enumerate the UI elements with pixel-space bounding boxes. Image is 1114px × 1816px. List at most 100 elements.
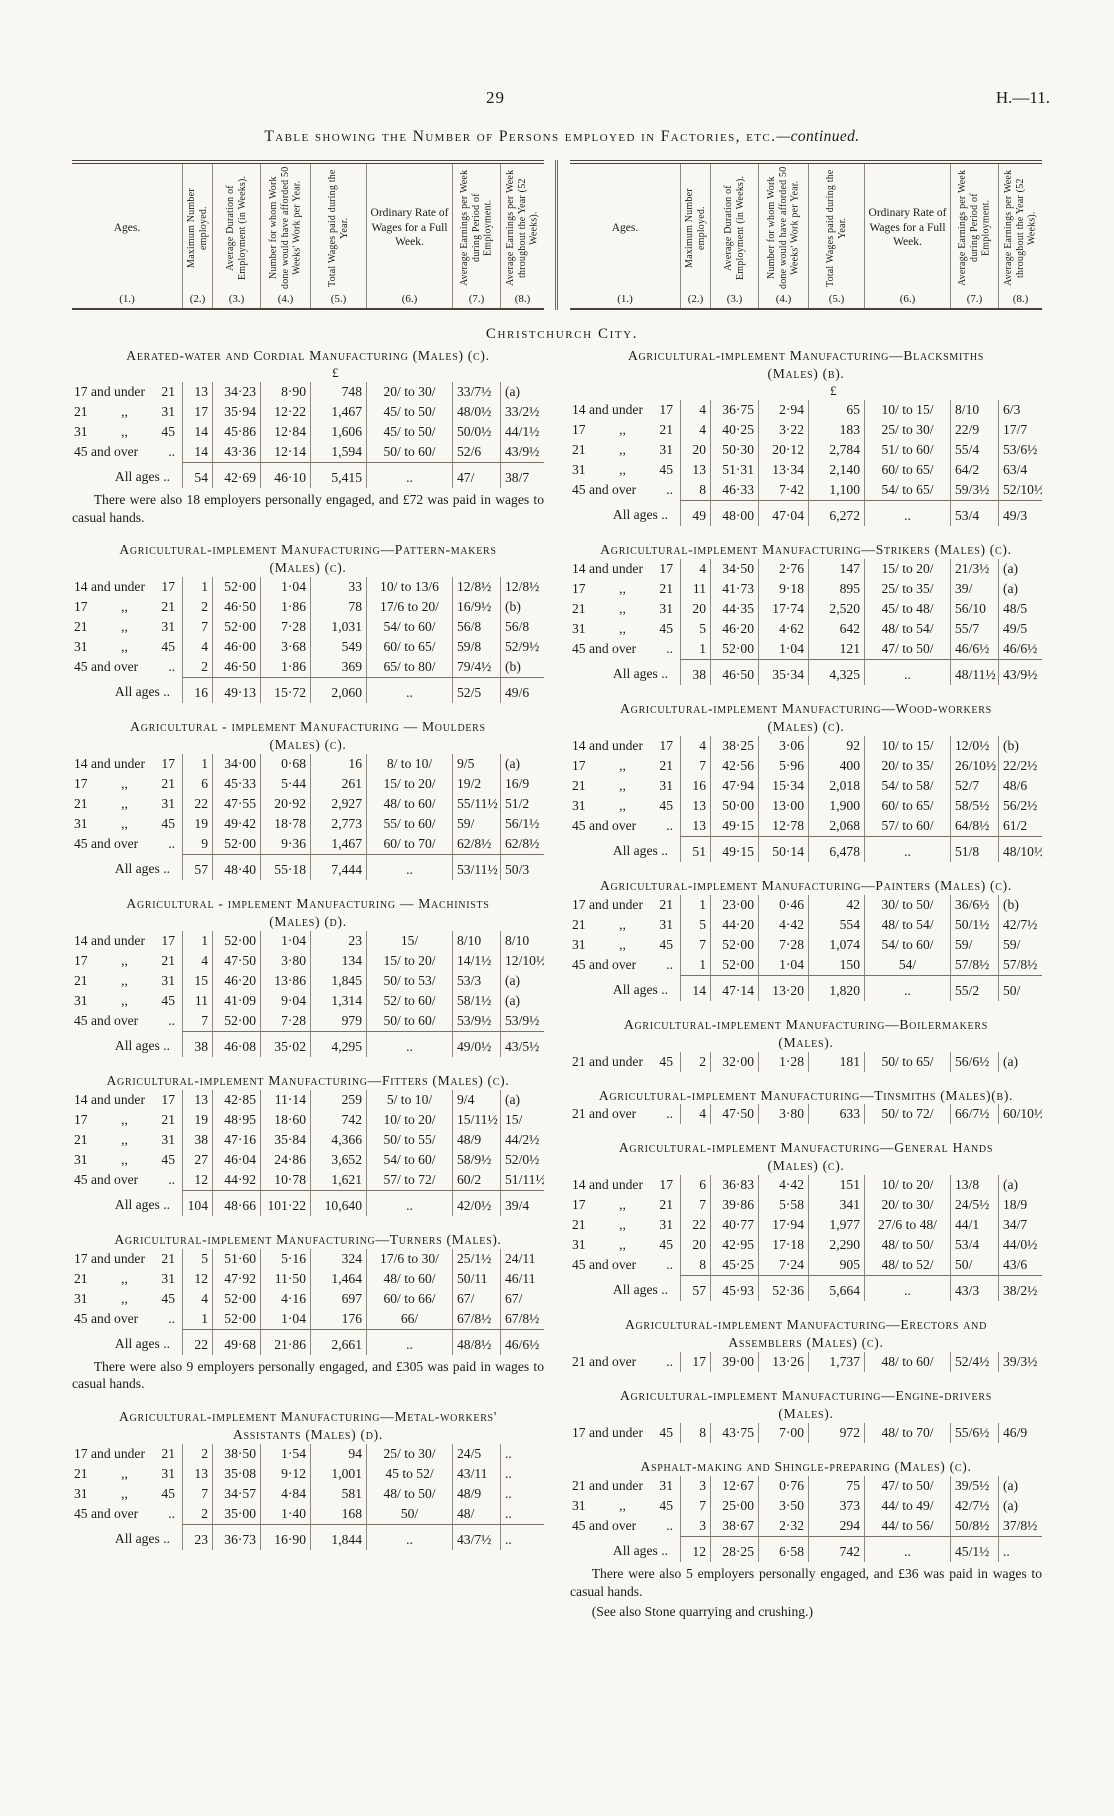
cell-ages: 17,, 21	[72, 774, 182, 794]
cell-fifty-weeks-work: 7·28	[260, 1010, 310, 1031]
age-token: 31	[659, 441, 673, 457]
total-label: All ages ..	[612, 981, 668, 997]
cell-earnings-year: (b)	[998, 894, 1042, 915]
total-label: All ages ..	[612, 1543, 668, 1558]
cell-earnings-year: (b)	[500, 597, 544, 618]
cell-ordinary-rate: 48/ to 54/	[864, 618, 950, 639]
cell-ordinary-rate: ..	[366, 1524, 452, 1550]
cell-fifty-weeks-work: 1·04	[758, 954, 808, 975]
cell-earnings-period: 15/11½	[452, 1109, 500, 1130]
table-total-row: All ages .. 12 28·25 6·58 742.. 45/1½..	[570, 1536, 1042, 1562]
cell-earnings-period: 24/5	[452, 1444, 500, 1464]
cell-ordinary-rate: 57/ to 60/	[864, 815, 950, 836]
age-token: ,,	[121, 1111, 128, 1127]
cell-earnings-year: 12/10½	[500, 950, 544, 971]
cell-total-wages: 2,060	[310, 677, 366, 704]
cell-max-number: 4	[680, 735, 710, 756]
cell-max-number: 20	[680, 439, 710, 460]
cell-total-wages: 65	[808, 399, 864, 420]
age-token: 21	[74, 1131, 88, 1147]
cell-earnings-period: 26/10½	[950, 755, 998, 776]
age-token: ,,	[619, 936, 626, 952]
cell-max-number: 1	[182, 577, 212, 598]
column-header-label: Average Duration of Employment (in Weeks…	[722, 175, 746, 281]
table-row: 31,, 45 13 51·31 13·34 2,140 60/ to 65/64/2 63/…	[570, 459, 1042, 480]
cell-total-wages: 4,295	[310, 1030, 366, 1057]
cell-ordinary-rate: ..	[864, 499, 950, 526]
cell-fifty-weeks-work: 55·18	[260, 854, 310, 881]
industry-title: Agricultural-implement Manufacturing—Tur…	[114, 1231, 502, 1247]
cell-earnings-year: 46/9	[998, 1423, 1042, 1444]
industry-title: (Males) (c).	[269, 737, 347, 753]
cell-avg-duration: 51·60	[212, 1248, 260, 1269]
age-token: 21	[659, 1197, 673, 1213]
cell-fifty-weeks-work: 8·90	[260, 381, 310, 402]
cell-fifty-weeks-work: 4·62	[758, 618, 808, 639]
table-note: There were also 9 employers personally e…	[72, 1358, 544, 1392]
cell-ages: 17,, 21	[570, 579, 680, 599]
age-token: ,,	[619, 916, 626, 932]
table-row: 31,, 45 19 49·42 18·78 2,773 55/ to 60/59/56/1…	[72, 814, 544, 835]
cell-fifty-weeks-work: 20·12	[758, 439, 808, 460]
age-token: 21 and over	[572, 1106, 637, 1122]
column-header-label: Ages.	[113, 221, 141, 234]
column-header-label: Number for whom Work done would have aff…	[765, 166, 801, 290]
cell-earnings-year: 34/7	[998, 1215, 1042, 1236]
cell-ordinary-rate: ..	[366, 1328, 452, 1355]
column-number: (4.)	[758, 292, 808, 308]
cell-total-wages: 294	[808, 1516, 864, 1536]
cell-max-number: 6	[680, 1175, 710, 1196]
cell-earnings-period: 45/1½	[950, 1536, 998, 1562]
cell-max-number: 3	[680, 1516, 710, 1536]
age-token: 45	[161, 992, 175, 1008]
cell-max-number: 1	[182, 930, 212, 951]
cell-max-number: 49	[680, 499, 710, 526]
cell-earnings-period: 42/7½	[950, 1496, 998, 1516]
age-token: 21	[572, 1217, 586, 1233]
cell-avg-duration: 36·73	[212, 1524, 260, 1550]
cell-avg-duration: 50·00	[710, 795, 758, 816]
cell-ordinary-rate: 66/	[366, 1308, 452, 1329]
age-token: 45	[161, 1151, 175, 1167]
column-number: (2.)	[680, 292, 710, 308]
age-token: 31	[74, 639, 88, 655]
cell-total-wages: 1,844	[310, 1524, 366, 1550]
age-token: 21	[161, 952, 175, 968]
industry-table: Agricultural-implement Manufacturing—Gen…	[570, 1139, 1042, 1302]
age-token: 45	[659, 1237, 673, 1253]
cell-earnings-period: 56/6½	[950, 1051, 998, 1072]
cell-earnings-year: 46/6½	[500, 1328, 544, 1355]
content-columns: Aerated-water and Cordial Manufacturing …	[72, 347, 1052, 1636]
age-token: 21 and under	[572, 1478, 643, 1493]
age-token: ..	[168, 443, 175, 459]
column-number: (1.)	[119, 293, 135, 305]
cell-fifty-weeks-work: 2·32	[758, 1516, 808, 1536]
age-token: 17	[161, 579, 175, 595]
age-token: 21	[74, 403, 88, 419]
cell-earnings-year: (a)	[998, 1175, 1042, 1196]
cell-total-wages: 742	[808, 1536, 864, 1562]
cell-ages-total: All ages ..	[570, 1536, 680, 1562]
cell-earnings-year: 48/5	[998, 598, 1042, 619]
cell-ages: 31,, 45	[72, 637, 182, 657]
cell-ages: 21 and under 31	[570, 1476, 680, 1496]
cell-ages-total: All ages ..	[72, 1031, 182, 1057]
cell-max-number: 7	[680, 934, 710, 955]
cell-max-number: 8	[680, 1423, 710, 1444]
cell-avg-duration: 34·00	[212, 754, 260, 775]
cell-max-number: 4	[182, 950, 212, 971]
age-token: 17	[161, 756, 175, 772]
cell-total-wages: 10,640	[310, 1189, 366, 1216]
cell-earnings-year: ..	[500, 1444, 544, 1464]
cell-total-wages: 183	[808, 419, 864, 440]
cell-total-wages: 633	[808, 1104, 864, 1125]
cell-fifty-weeks-work: 1·04	[260, 577, 310, 598]
age-token: ,,	[619, 1197, 626, 1213]
cell-earnings-year: 42/7½	[998, 914, 1042, 935]
cell-fifty-weeks-work: 4·42	[758, 1175, 808, 1196]
cell-earnings-year: 49/3	[998, 499, 1042, 526]
cell-avg-duration: 36·83	[710, 1175, 758, 1196]
cell-max-number: 4	[680, 1104, 710, 1125]
cell-total-wages: 905	[808, 1255, 864, 1276]
cell-ages: 21,, 31	[72, 617, 182, 637]
